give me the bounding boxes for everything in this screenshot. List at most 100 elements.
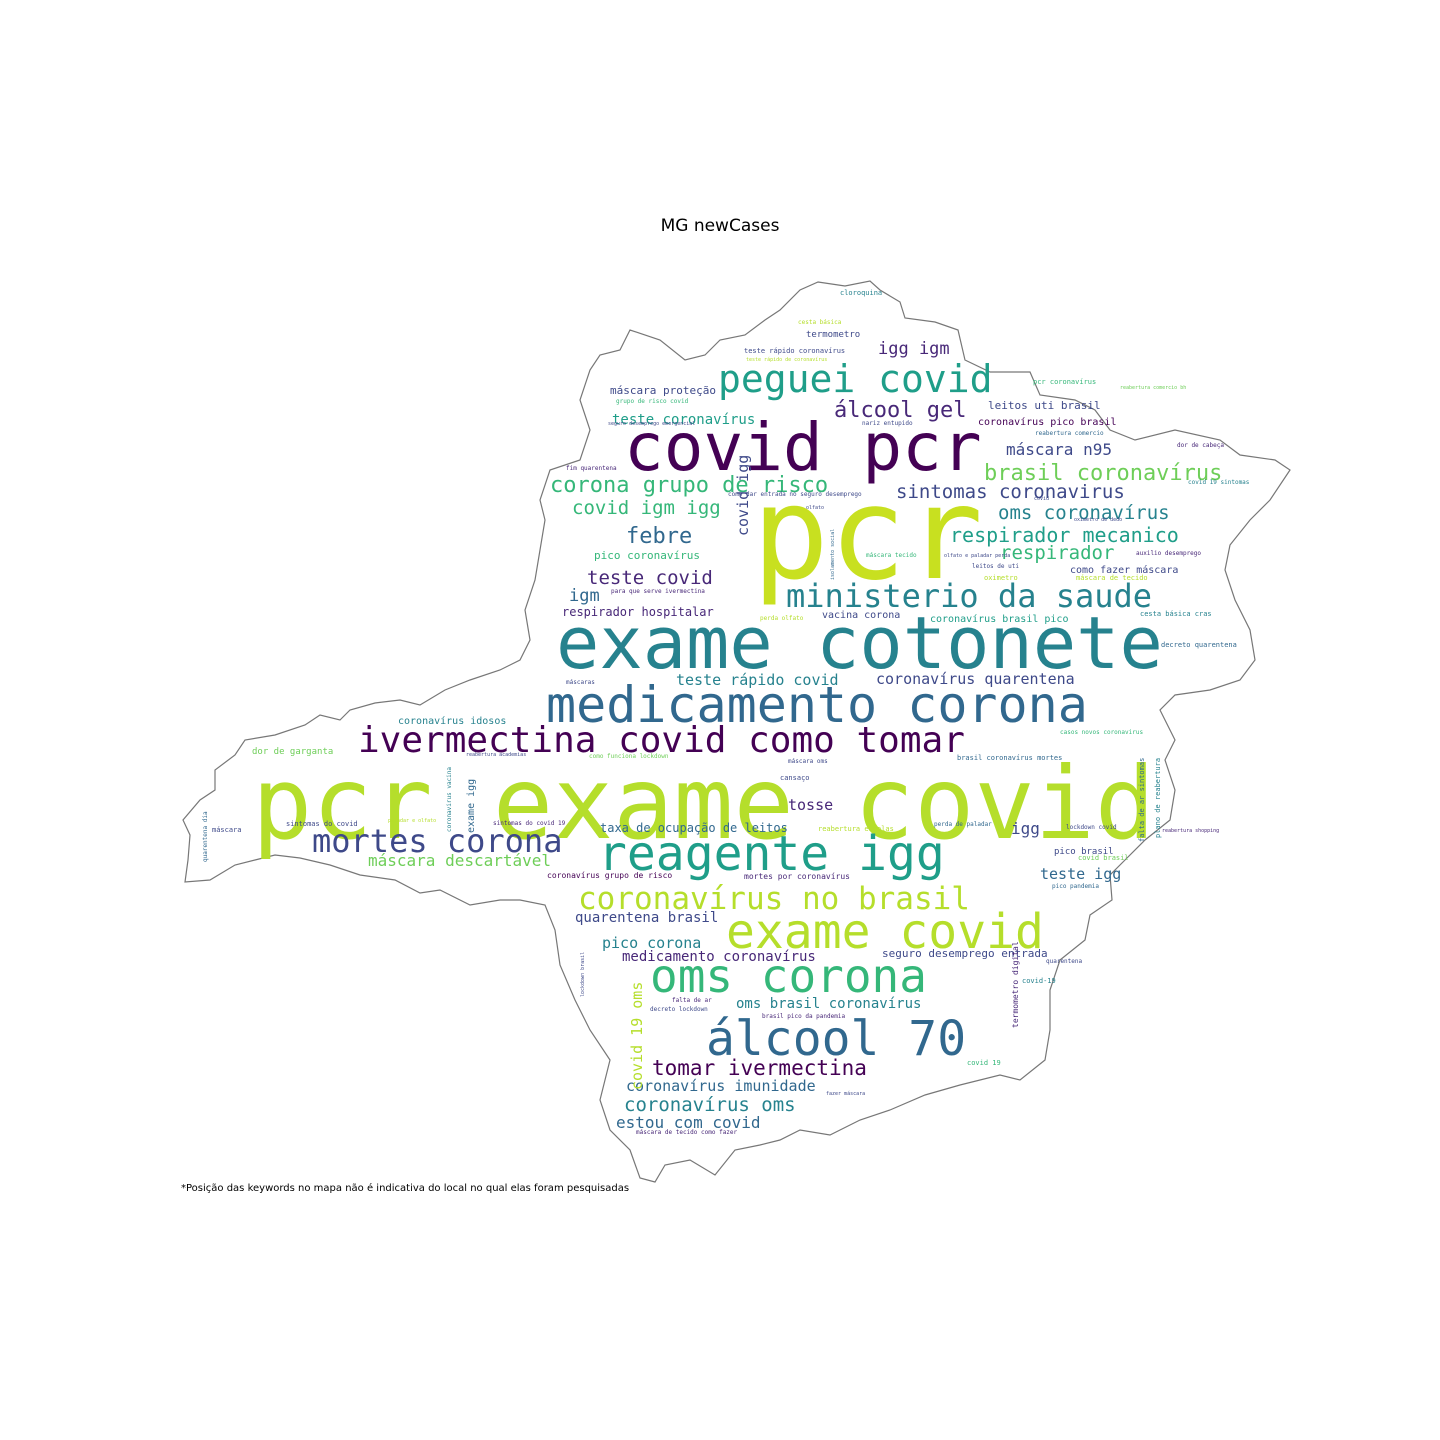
keyword: mortes corona [312,822,562,860]
keyword: oms brasil coronavírus [736,996,921,1012]
keyword: cloroquina [840,289,882,297]
keyword: cansaço [780,774,810,782]
keyword: coronavírus grupo de risco [547,871,672,880]
keyword: reabertura comercio bh [1120,385,1186,391]
keyword: olfato [806,505,824,511]
keyword: lockdown covid [1066,824,1117,831]
keyword: oms corona [650,949,927,1003]
keyword: ministerio da saude [786,577,1152,615]
keyword: plano de reabertura [1154,758,1162,838]
keyword: quarentena [1046,958,1083,965]
keyword: teste coronavírus [612,412,755,428]
keyword: máscara proteção [610,384,716,397]
keyword: covid brasil [1078,854,1129,862]
keyword: pico pandemia [1052,883,1099,890]
keyword: estou com covid [616,1113,761,1132]
keyword: máscaras [566,679,595,686]
keyword: igg [1011,819,1040,838]
keyword: olfato e paladar perda [944,553,1010,559]
keyword: quarentena dia [202,811,209,862]
keyword: teste rápido covid [676,671,839,689]
keyword: pcr exame covid [252,745,1155,862]
keyword: coronavírus oms [624,1094,796,1116]
keyword: brasil coronavírus mortes [957,754,1062,762]
keyword: dor de garganta [252,747,333,757]
keyword: oms coronavírus [998,502,1170,524]
keyword: quarentena brasil [575,910,718,926]
keyword: brasil pico da pandemia [762,1013,845,1020]
keyword: reabertura shopping [1162,828,1219,834]
keyword: decreto quarentena [1161,641,1237,649]
keyword: taxa de ocupação de leitos [600,821,788,835]
keyword: peguei covid [718,357,993,401]
keyword: reabertura academias [466,752,526,758]
keyword: como dar entrada no seguro desemprego [728,491,862,498]
keyword: tomar ivermectina [652,1056,867,1080]
keyword: decreto lockdown [650,1006,708,1013]
keyword: máscara de tecido como fazer [636,1129,738,1136]
keyword: como funciona lockdown [589,753,669,760]
keyword: para que serve ivermectina [611,588,705,595]
keyword: teste covid [587,567,713,589]
keyword: cesta básica [798,319,842,326]
keyword: coronavírus imunidade [626,1077,816,1095]
keyword: pico corona [602,934,701,952]
keyword: máscara tecido [866,552,917,559]
keyword: covid igg [734,455,752,536]
keyword: respirador hospitalar [562,605,714,619]
keyword: tosse [788,796,833,814]
keyword: igg igm [878,339,950,359]
keyword: teste rápido de coronavírus [746,356,827,363]
keyword: reabertura escolas [818,825,894,833]
keyword: pico coronavírus [594,549,700,562]
keyword: sintomas do covid [286,820,358,828]
keyword: máscara descartável [368,851,551,870]
keyword: exame covid [726,904,1044,960]
keyword: máscara de tecido [1076,574,1148,582]
keyword: leitos uti brasil [988,399,1101,412]
keyword: mortes por coronavírus [744,872,850,881]
keyword: reagente igg [598,826,945,882]
keyword: paladar e olfato [388,818,436,824]
keyword: falta de ar sintomas [1138,758,1146,842]
keyword: auxilio desemprego [1136,550,1201,557]
figure-title: MG newCases [660,216,780,236]
keyword: como fazer máscara [1070,564,1178,576]
keyword: falta de ar [672,997,712,1004]
keyword: nariz entupido [862,420,913,427]
keyword: grupo de risco covid [616,398,689,405]
keyword: perda de paladar [934,821,992,828]
state-outline [182,280,1291,1183]
keyword: coronavírus brasil pico [930,613,1068,625]
keyword: exame cotonete [556,601,1163,685]
keyword: pcr coronavírus [1033,378,1096,386]
keyword: coronavírus no brasil [578,881,970,917]
keyword: máscara oms [788,758,828,765]
keyword: máscara n95 [1006,440,1112,459]
footnote: *Posição das keywords no mapa não é indi… [181,1183,630,1194]
keyword: coronavírus idosos [398,715,506,727]
keyword: termometro digital [1011,941,1020,1028]
keyword: brasil coronavírus [984,461,1222,486]
keyword: exame igg [466,779,477,833]
keyword: coronavírus quarentena [876,670,1075,688]
keyword: medicamento corona [546,676,1088,734]
keyword: covid [1034,496,1049,502]
keyword: respirador [1000,542,1114,564]
keyword: covid 19 sintomas [1188,479,1250,486]
keyword: coronavirus vacina [446,767,453,832]
keyword: leitos de uti [972,563,1019,570]
keyword: covid-19 [1022,977,1056,985]
keyword: reabertura comercio [1035,430,1104,437]
keyword: cesta básica cras [1140,610,1212,618]
keyword: álcool 70 [706,1011,966,1067]
keyword: seguro desemprego entrada [882,947,1048,960]
keyword: covid 19 oms [628,982,646,1090]
keyword: termometro [806,330,860,340]
keyword: vacina corona [822,610,900,621]
keyword: máscara [212,826,242,834]
keyword: casos novos coronavirus [1060,729,1143,736]
keyword: isolamento social [830,529,836,580]
